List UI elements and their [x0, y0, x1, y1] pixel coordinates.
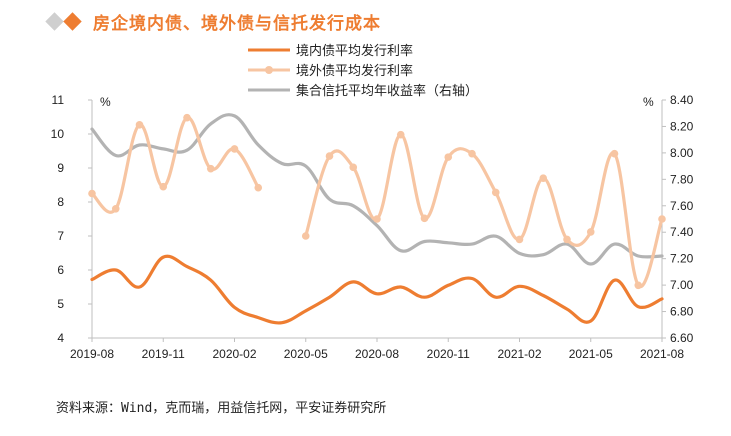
- right-tick-label: 7.40: [670, 225, 694, 239]
- source-note: 资料来源：Wind，克而瑞，用益信托网，平安证券研究所: [56, 401, 387, 416]
- x-tick-label: 2020-08: [355, 347, 399, 361]
- x-tick-label: 2021-08: [640, 347, 684, 361]
- right-tick-label: 6.80: [670, 305, 694, 319]
- right-tick-label: 8.00: [670, 146, 694, 160]
- data-point-offshore: [491, 188, 500, 197]
- data-point-offshore: [468, 149, 476, 158]
- right-tick-label: 7.80: [670, 172, 694, 186]
- x-tick-label: 2020-02: [212, 347, 256, 361]
- chart-legend: 境内债平均发行利率 境外债平均发行利率 集合信托平均年收益率（右轴）: [248, 43, 478, 99]
- data-point-offshore: [254, 183, 263, 192]
- chart-header: 房企境内债、境外债与信托发行成本: [0, 0, 731, 44]
- data-point-offshore: [183, 113, 191, 122]
- x-tick-label: 2019-08: [70, 347, 114, 361]
- series-line-domestic: [90, 254, 664, 325]
- data-point-offshore: [373, 215, 381, 223]
- x-tick-label: 2021-05: [569, 347, 613, 361]
- x-tick-label: 2019-11: [142, 347, 185, 361]
- right-tick-label: 8.20: [670, 119, 694, 133]
- right-tick-label: 7.60: [670, 199, 694, 213]
- left-tick-label: 10: [51, 127, 65, 141]
- left-tick-label: 4: [57, 331, 64, 345]
- left-tick-label: 6: [57, 263, 64, 277]
- right-tick-label: 7.00: [670, 278, 694, 292]
- legend-label-trust: 集合信托平均年收益率（右轴）: [296, 83, 478, 99]
- data-point-offshore: [586, 228, 595, 236]
- series-domestic: [90, 254, 664, 325]
- right-tick-label: 7.20: [670, 252, 694, 266]
- data-point-offshore: [444, 153, 453, 161]
- data-point-offshore: [610, 149, 619, 158]
- chart-axes: 4 5 6 7 8 9 10 11 6.60 6.80 7.00 7.20 7.40 7.60 7.80 8.…: [51, 93, 694, 361]
- data-point-offshore: [563, 235, 571, 244]
- data-point-offshore: [159, 182, 168, 191]
- left-tick-label: 11: [52, 93, 65, 107]
- series-trust: [90, 113, 664, 266]
- left-tick-label: 5: [57, 297, 64, 311]
- left-tick-label: 9: [57, 161, 64, 175]
- left-tick-label: 7: [57, 229, 64, 243]
- data-point-offshore: [349, 163, 358, 172]
- data-point-offshore: [88, 189, 96, 198]
- legend-label-offshore: 境外债平均发行利率: [296, 63, 413, 79]
- right-axis-unit: %: [643, 95, 654, 109]
- legend-entry-trust: 集合信托平均年收益率（右轴）: [248, 83, 478, 99]
- data-point-offshore: [634, 281, 643, 290]
- data-point-offshore: [111, 205, 120, 213]
- right-tick-label: 8.40: [670, 93, 694, 107]
- x-tick-label: 2021-02: [497, 347, 541, 361]
- legend-label-domestic: 境内债平均发行利率: [296, 43, 413, 59]
- right-tick-label: 6.60: [670, 331, 694, 345]
- data-point-offshore: [206, 164, 215, 173]
- data-point-offshore: [420, 214, 429, 223]
- legend-marker-offshore: [265, 66, 273, 74]
- legend-entry-offshore: 境外债平均发行利率: [248, 63, 413, 79]
- chart-title: 房企境内债、境外债与信托发行成本: [93, 14, 381, 34]
- series-offshore: [88, 113, 666, 290]
- series-line-trust: [90, 113, 664, 266]
- data-point-offshore: [658, 215, 666, 223]
- data-point-offshore: [230, 145, 239, 153]
- x-tick-label: 2020-11: [427, 347, 470, 361]
- data-point-offshore: [325, 152, 334, 160]
- left-axis-unit: %: [100, 95, 111, 109]
- legend-entry-domestic: 境内债平均发行利率: [248, 43, 413, 59]
- series-line-offshore: [90, 116, 260, 214]
- x-tick-label: 2020-05: [284, 347, 328, 361]
- chart-series: [88, 113, 666, 325]
- left-tick-label: 8: [57, 195, 64, 209]
- data-point-offshore: [135, 121, 144, 129]
- data-point-offshore: [301, 232, 310, 240]
- data-point-offshore: [396, 130, 405, 139]
- data-point-offshore: [515, 235, 524, 244]
- data-point-offshore: [539, 174, 548, 182]
